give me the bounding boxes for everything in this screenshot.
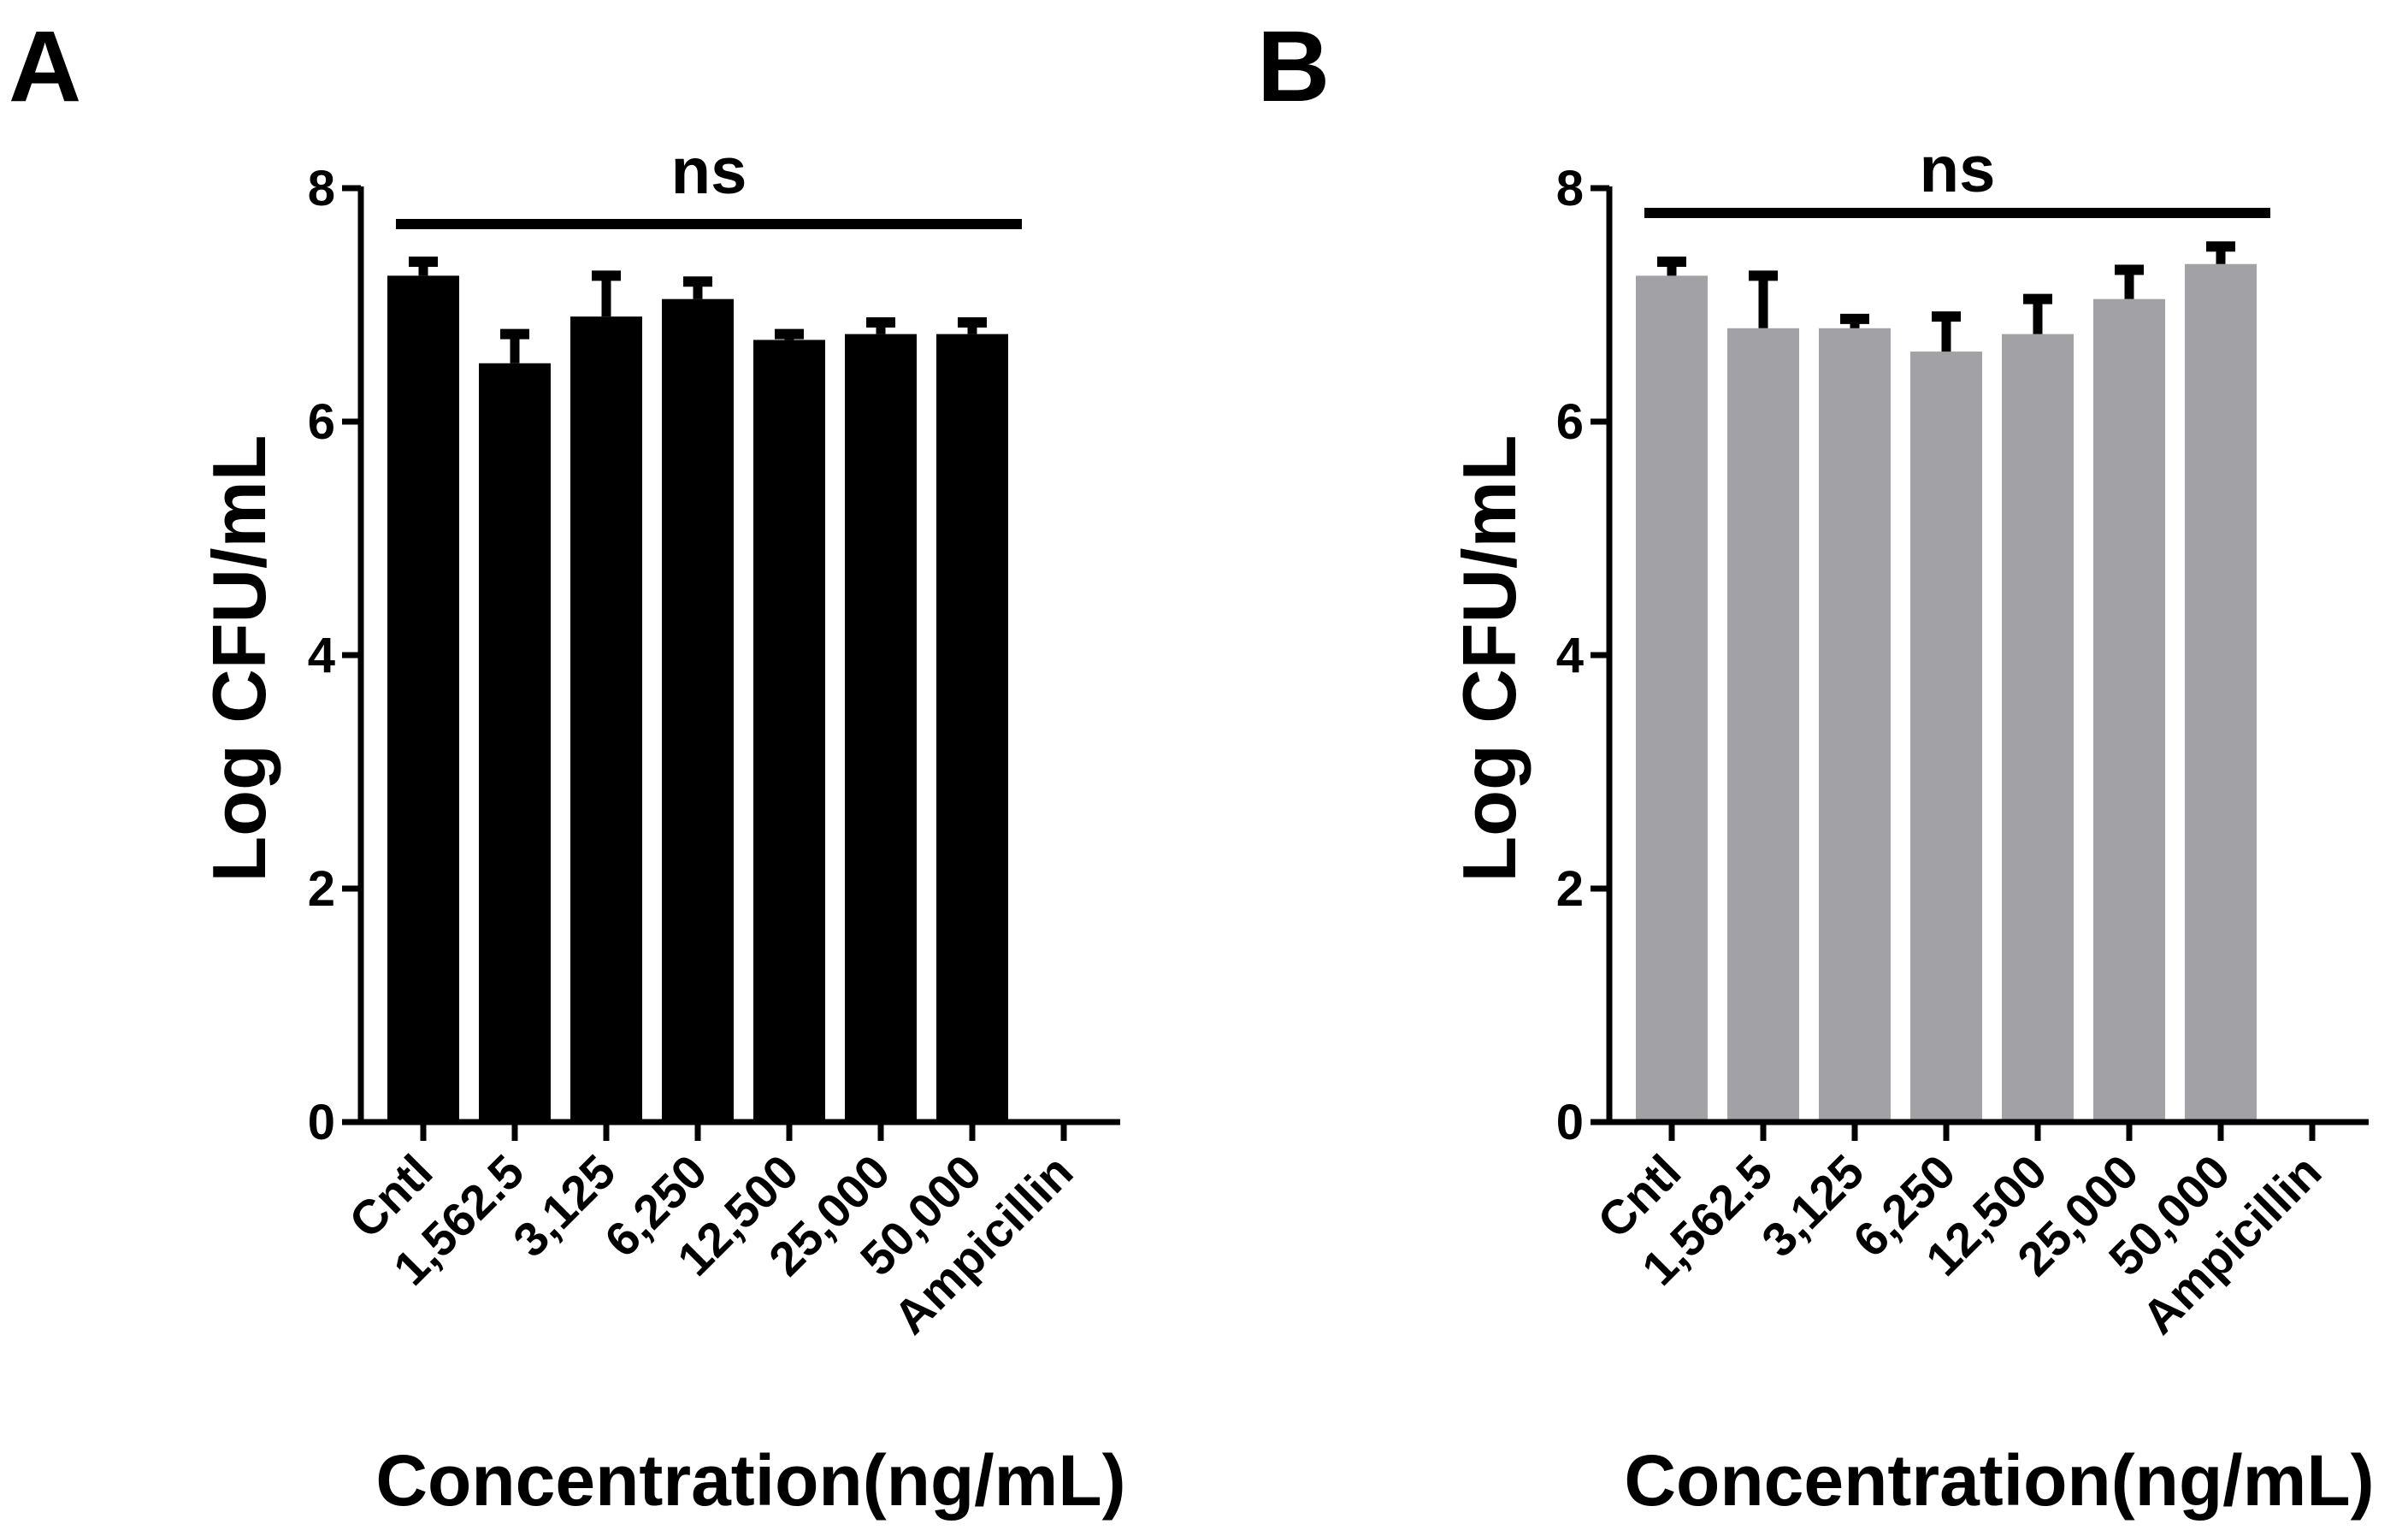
bar bbox=[2093, 298, 2165, 1122]
x-axis-label: Concentration(ng/mL) bbox=[375, 1440, 1125, 1521]
bar bbox=[479, 363, 551, 1122]
bar bbox=[1636, 275, 1708, 1122]
y-axis-label: Log CFU/mL bbox=[1447, 434, 1532, 882]
significance-label: ns bbox=[1920, 133, 1996, 206]
y-tick-label: 4 bbox=[308, 628, 335, 683]
panel-b: B 02468Cntl1,562.53,1256,25012,50025,000… bbox=[1257, 10, 2375, 1521]
y-tick-label: 2 bbox=[1556, 861, 1584, 917]
bar bbox=[570, 316, 642, 1122]
panel-letter: A bbox=[9, 10, 81, 123]
bar-chart: 02468Cntl1,562.53,1256,25012,50025,00050… bbox=[197, 135, 1126, 1521]
y-tick-label: 6 bbox=[308, 394, 335, 450]
bar bbox=[753, 340, 825, 1122]
bar bbox=[936, 334, 1008, 1122]
x-tick-label: 3,125 bbox=[1751, 1144, 1874, 1267]
y-tick-label: 0 bbox=[308, 1095, 335, 1150]
panel-letter: B bbox=[1257, 10, 1330, 123]
y-tick-label: 8 bbox=[308, 161, 335, 216]
x-tick-label: 3,125 bbox=[503, 1144, 626, 1267]
y-tick-label: 2 bbox=[308, 861, 335, 917]
bar bbox=[387, 275, 459, 1122]
bar bbox=[2185, 263, 2257, 1123]
y-axis-label: Log CFU/mL bbox=[197, 434, 281, 882]
y-tick-label: 0 bbox=[1556, 1095, 1584, 1150]
bar bbox=[1910, 351, 1982, 1123]
x-axis-label: Concentration(ng/mL) bbox=[1624, 1440, 2374, 1521]
bar bbox=[662, 298, 734, 1122]
y-tick-label: 4 bbox=[1556, 628, 1584, 683]
bar bbox=[2002, 334, 2074, 1122]
bar bbox=[845, 334, 917, 1122]
significance-label: ns bbox=[671, 135, 747, 208]
bar-chart: 02468Cntl1,562.53,1256,25012,50025,00050… bbox=[1447, 133, 2375, 1521]
y-tick-label: 8 bbox=[1556, 161, 1584, 216]
y-tick-label: 6 bbox=[1556, 394, 1584, 450]
bar bbox=[1727, 328, 1799, 1122]
panel-a: A 02468Cntl1,562.53,1256,25012,50025,000… bbox=[9, 10, 1126, 1521]
bar bbox=[1819, 328, 1891, 1122]
